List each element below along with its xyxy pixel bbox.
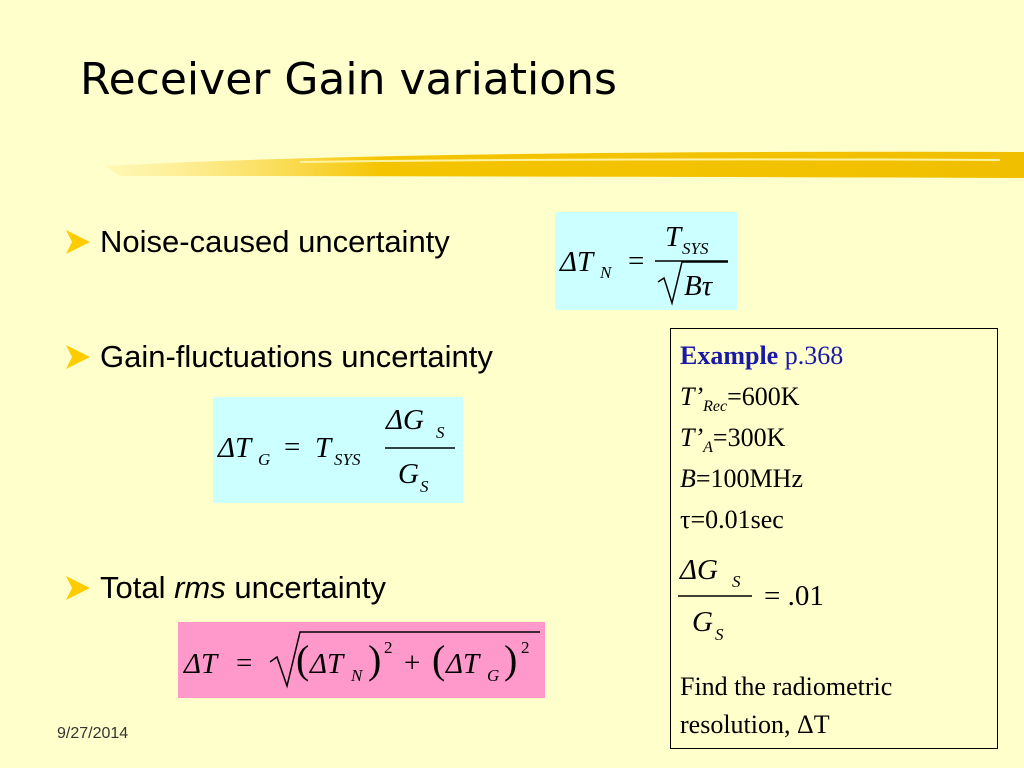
bullet-emphasis: rms (174, 570, 226, 605)
formula-term: Bτ (684, 270, 713, 302)
example-box (670, 328, 998, 749)
formula-term: T (315, 432, 332, 464)
example-var: T’ (680, 382, 704, 411)
formula-op: = .01 (764, 580, 824, 612)
formula-sub: G (258, 450, 271, 469)
example-line: τ=0.01sec (680, 505, 784, 534)
formula-term: ΔT (184, 648, 218, 680)
example-sub: A (703, 439, 713, 456)
bullet: Total rms uncertainty (100, 572, 386, 603)
formula-sub: G (487, 666, 500, 685)
formula-box (178, 622, 545, 698)
formula-sub: S (420, 477, 429, 496)
formula-op: = (236, 647, 253, 679)
formula-term: ΔT (218, 432, 252, 464)
formula-sub: N (600, 263, 612, 282)
formula-exp: 2 (384, 638, 393, 657)
formula-sub: S (436, 423, 445, 442)
example-var: T’ (680, 423, 704, 452)
example-label: Example (680, 341, 779, 370)
formula-term: ΔT (560, 246, 594, 278)
formula-op: = (284, 431, 301, 463)
bullet-text: Total (100, 570, 166, 605)
example-sub: Rec (703, 398, 727, 415)
title: Receiver Gain variations (80, 54, 617, 105)
example-value: =300K (712, 423, 786, 452)
example-page: p.368 (784, 341, 844, 370)
example-heading: Example p.368 (680, 340, 843, 371)
formula-op: = (628, 245, 645, 277)
formula-op: ( (432, 637, 446, 682)
formula-box (213, 397, 463, 503)
radical (269, 631, 540, 689)
formula-term: ΔG (386, 404, 424, 436)
bullet-text: uncertainty (234, 570, 387, 605)
brush-stroke (105, 151, 1024, 178)
bullet: Gain-fluctuations uncertainty (100, 339, 493, 374)
formula-op: + (404, 647, 421, 679)
formula-sub: SYS (334, 450, 361, 469)
example-line: T’A=300K (680, 422, 785, 457)
example-line: B=100MHz (680, 463, 803, 494)
formula-term: G (692, 606, 713, 638)
formula-term: ΔG (680, 554, 718, 586)
example-line: T’Rec=600K (680, 381, 800, 416)
formula-sub: SYS (682, 239, 709, 258)
example-value: =100MHz (695, 464, 803, 493)
example-value: =600K (727, 382, 800, 411)
example-task: Find the radiometric resolution, ΔT (680, 672, 893, 739)
example-var: B (680, 464, 696, 493)
formula-op: ) (368, 637, 382, 682)
formula-exp: 2 (521, 638, 530, 657)
brush-highlight (299, 158, 1001, 163)
formula-term: G (398, 458, 419, 490)
formula-sub: S (715, 625, 724, 644)
bullet: Noise-caused uncertainty (100, 224, 450, 259)
formula-sub: N (351, 666, 363, 685)
example-sub-text: Rec (703, 398, 728, 416)
formula-term: ΔT (310, 648, 344, 680)
formula-sub: S (732, 572, 741, 591)
formula-term: ΔT (446, 648, 480, 680)
formula-op: ( (296, 637, 310, 682)
date: 9/27/2014 (57, 725, 129, 742)
radical (657, 261, 728, 306)
bullet-arrows (66, 230, 90, 600)
formula-term: T (665, 221, 682, 253)
example-sub-text: A (703, 439, 713, 457)
formula-op: ) (504, 637, 518, 682)
